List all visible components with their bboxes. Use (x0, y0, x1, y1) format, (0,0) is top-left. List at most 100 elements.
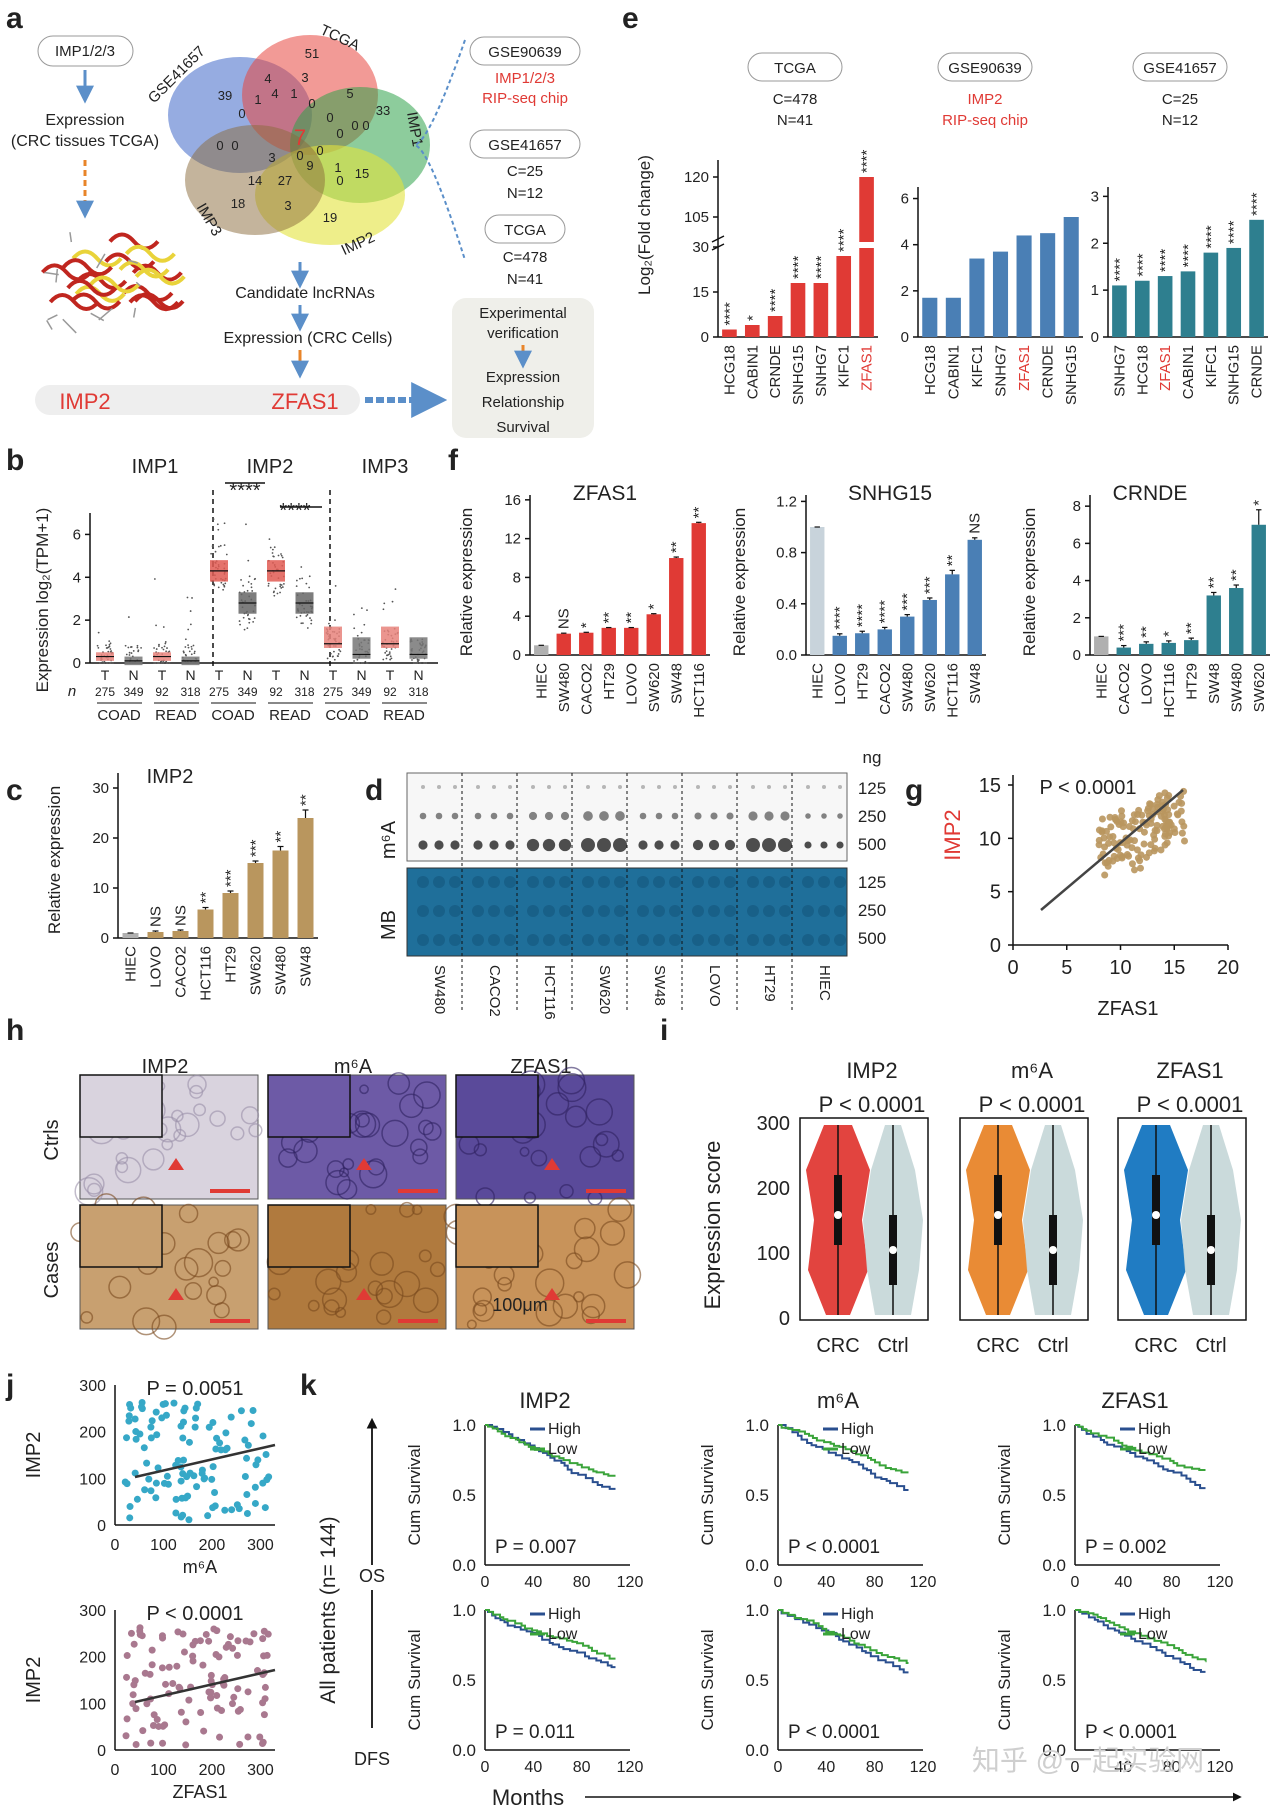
significance-label: **** (721, 302, 738, 326)
bar (877, 629, 892, 655)
i-xlabel: CRC (816, 1335, 859, 1357)
tissue-texture (409, 1138, 428, 1157)
tn-label: N (242, 667, 252, 683)
conc-label: 500 (858, 929, 886, 948)
data-point (243, 628, 246, 631)
data-point (272, 591, 275, 594)
data-point (103, 660, 106, 663)
data-point (179, 1456, 187, 1464)
blot-dot (451, 812, 459, 820)
mb-dot (598, 905, 610, 917)
data-point (1104, 862, 1112, 870)
f-ylabel: Relative expression (457, 508, 476, 656)
significance-label: ** (668, 541, 685, 553)
data-point (154, 1464, 162, 1472)
data-point (198, 1466, 206, 1474)
data-point (1101, 871, 1109, 879)
data-point (125, 1417, 133, 1425)
data-point (386, 654, 389, 657)
data-point (164, 641, 167, 643)
category-label: SW48 (967, 663, 984, 704)
tick-label: 0.5 (452, 1486, 476, 1505)
tissue-texture (559, 1184, 574, 1199)
data-point (1157, 846, 1165, 854)
p-value: P < 0.0001 (1040, 777, 1137, 799)
arrowhead-marker (356, 1158, 372, 1170)
survival-curve (778, 1609, 909, 1664)
data-point (213, 1704, 221, 1712)
data-point (192, 1414, 200, 1422)
data-point (1136, 864, 1144, 872)
data-point (148, 1417, 156, 1425)
data-point (182, 651, 185, 654)
mb-dot (598, 876, 610, 888)
bar (1184, 640, 1199, 655)
data-point (388, 652, 391, 655)
category-label: SW620 (922, 663, 939, 712)
source-gse41657: GSE41657 (488, 137, 561, 154)
data-point (331, 655, 334, 658)
tissue-texture (412, 1148, 429, 1165)
data-point (337, 653, 340, 655)
significance-label: ** (298, 794, 315, 806)
venn-number: 0 (216, 138, 223, 153)
bar (1157, 276, 1173, 337)
tissue-texture (87, 1182, 102, 1197)
b-title: IMP3 (362, 456, 409, 478)
category-label: HCG18 (721, 345, 738, 395)
data-point (280, 584, 283, 586)
data-point (181, 1404, 189, 1412)
blot-dot (671, 812, 679, 820)
tick-label: 0 (513, 647, 521, 664)
data-point (382, 608, 385, 611)
data-point (172, 1509, 180, 1517)
tick-label: 6 (1073, 535, 1081, 552)
arrowhead-marker (168, 1288, 184, 1300)
f-ylabel: Relative expression (1020, 508, 1039, 656)
data-point (1158, 798, 1166, 806)
blot-dot (421, 785, 425, 789)
mb-dot (504, 876, 516, 888)
data-point (234, 1707, 242, 1715)
violin-median (889, 1246, 897, 1254)
category-label: LOVO (1138, 663, 1155, 705)
significance-label: ** (198, 892, 215, 904)
data-point (263, 1651, 271, 1659)
data-point (247, 1420, 255, 1428)
data-point (161, 1400, 169, 1408)
data-point (225, 553, 228, 556)
panel-letter: b (6, 444, 24, 477)
data-point (1117, 807, 1125, 815)
data-point (190, 653, 193, 656)
survival-curve (1075, 1424, 1206, 1490)
data-point (228, 1506, 236, 1514)
data-point (190, 648, 193, 650)
data-point (188, 650, 191, 653)
mb-dot (614, 876, 626, 888)
ihc-inset (455, 1074, 539, 1138)
unit-label: ng (863, 748, 882, 767)
data-point (326, 657, 329, 660)
data-point (241, 1472, 249, 1480)
k-title: IMP2 (519, 1388, 570, 1413)
violin-median (1152, 1211, 1160, 1219)
tick-label: 120 (910, 1759, 937, 1776)
data-point (222, 583, 225, 586)
blot-dot (613, 838, 627, 852)
protein-loop (128, 259, 138, 264)
tissue-texture (359, 1084, 369, 1095)
data-point (300, 566, 303, 568)
data-point (1098, 815, 1106, 823)
bar (297, 818, 314, 938)
category-label: SNHG7 (1111, 345, 1128, 397)
ihc-inset (267, 1074, 351, 1138)
tick-label: 20 (92, 830, 109, 847)
mb-dot (417, 876, 429, 888)
venn-number: 15 (355, 166, 369, 181)
tick-label: 0.0 (1042, 1556, 1066, 1575)
legend-low: Low (1138, 1441, 1168, 1458)
data-point (192, 644, 195, 647)
tick-label: 80 (573, 1574, 591, 1591)
bar (922, 297, 938, 337)
